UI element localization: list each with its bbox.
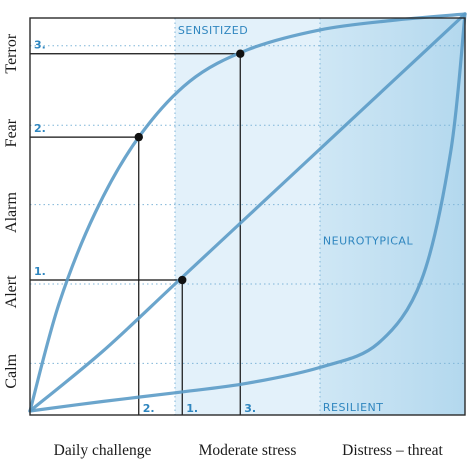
marker-1-x-label: 1. xyxy=(186,402,198,415)
marker-2-point xyxy=(134,132,143,142)
marker-3-y-label: 3. xyxy=(34,39,46,52)
series-sensitized-label: SENSITIZED xyxy=(178,24,248,37)
y-tick-fear: Fear xyxy=(3,118,20,147)
marker-3-x-label: 3. xyxy=(244,402,256,415)
x-tick-1: Daily challenge xyxy=(54,442,152,459)
y-tick-alarm: Alarm xyxy=(3,192,20,233)
grid xyxy=(30,18,465,415)
marker-3-point xyxy=(236,49,245,58)
series-neurotypical-line xyxy=(28,12,467,413)
series-neurotypical-label: NEUROTYPICAL xyxy=(323,234,414,247)
y-tick-calm: Calm xyxy=(3,353,20,388)
curves xyxy=(28,12,467,413)
frame xyxy=(29,17,466,416)
x-tick-3: Distress – threat xyxy=(342,442,443,459)
plot-frame xyxy=(29,17,466,416)
labels: 1. 1. 2. 2. 3. 3. SENSITIZED NEUROTYPICAL RESILI… xyxy=(3,24,444,459)
marker-1-y-label: 1. xyxy=(34,265,46,278)
marker-1-point xyxy=(178,275,187,285)
zone-2 xyxy=(320,18,465,415)
x-tick-2: Moderate stress xyxy=(199,442,297,459)
marker-2-x-label: 2. xyxy=(143,402,155,415)
y-tick-alert: Alert xyxy=(3,275,20,308)
series-sensitized-line xyxy=(28,12,467,413)
series-resilient-label: RESILIENT xyxy=(323,401,384,414)
markers xyxy=(134,49,245,285)
series-resilient-line xyxy=(28,12,467,413)
y-tick-terror: Terror xyxy=(3,33,20,73)
marker-2-y-label: 2. xyxy=(34,122,46,135)
